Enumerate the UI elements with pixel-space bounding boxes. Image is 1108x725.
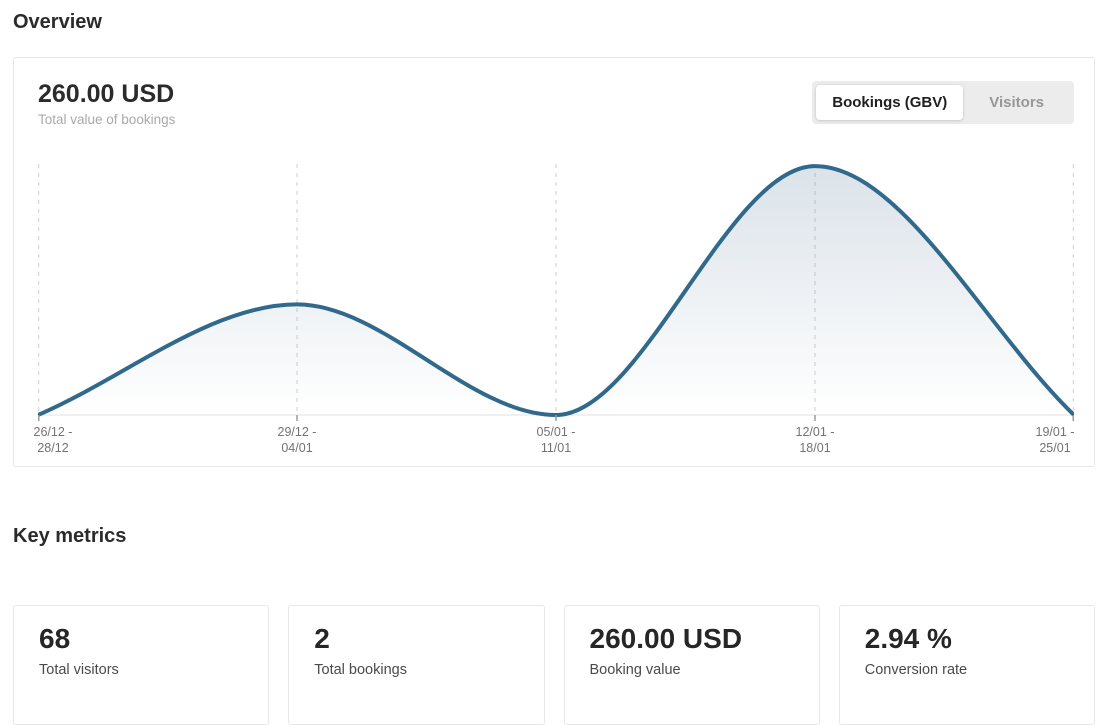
overview-card: 260.00 USD Total value of bookings Booki… — [13, 57, 1095, 467]
main-content: Overview 260.00 USD Total value of booki… — [0, 10, 1108, 725]
page-title: Overview — [13, 11, 102, 33]
key-metrics-title: Key metrics — [13, 525, 127, 547]
x-axis-label: 12/01 -18/01 — [795, 425, 835, 455]
bookings-chart-area: 26/12 -28/12 29/12 -04/01 05/01 -11/01 12/0… — [34, 162, 1075, 458]
x-axis-label: 29/12 -04/01 — [277, 425, 317, 455]
chart-metric-toggle: Bookings (GBV) Visitors — [812, 81, 1074, 124]
bookings-chart — [38, 164, 1074, 421]
metric-value: 68 — [39, 623, 71, 654]
toggle-visitors[interactable]: Visitors — [963, 85, 1070, 120]
total-booking-subtitle: Total value of bookings — [38, 112, 176, 127]
metric-value: 260.00 USD — [589, 623, 743, 654]
metric-card-conversion-rate: 2.94 % Conversion rate — [838, 605, 1095, 725]
metric-label: Total bookings — [314, 662, 407, 678]
x-axis-label: 19/01 -25/01 — [1035, 425, 1075, 455]
metric-label: Total visitors — [39, 662, 119, 678]
x-axis-labels: 26/12 -28/12 29/12 -04/01 05/01 -11/01 12/0… — [34, 424, 1075, 458]
metric-label: Booking value — [589, 662, 681, 678]
metric-value: 2 — [314, 623, 330, 654]
metric-card-booking-value: 260.00 USD Booking value — [563, 605, 820, 725]
toggle-bookings-gbv[interactable]: Bookings (GBV) — [816, 85, 964, 120]
overview-card-header: 260.00 USD Total value of bookings — [38, 80, 1070, 128]
key-metrics-row: 68 Total visitors 2 Total bookings 260.0… — [13, 605, 1095, 725]
metric-value: 2.94 % — [864, 623, 952, 654]
metric-card-total-bookings: 2 Total bookings — [288, 605, 545, 725]
x-axis-label: 05/01 -11/01 — [536, 425, 576, 455]
metric-card-total-visitors: 68 Total visitors — [13, 605, 270, 725]
total-booking-value: 260.00 USD — [38, 80, 175, 108]
metric-label: Conversion rate — [864, 662, 968, 678]
x-axis-label: 26/12 -28/12 — [33, 425, 73, 455]
